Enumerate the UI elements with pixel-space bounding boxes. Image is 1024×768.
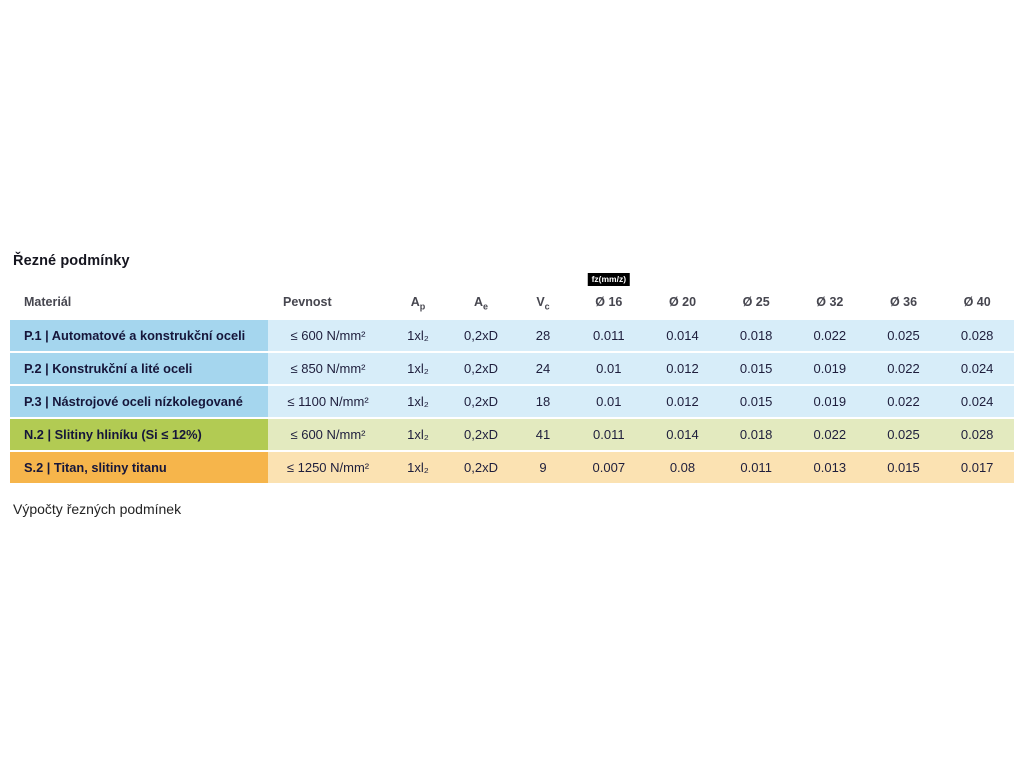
cell-fz-20: 0.014 [645, 419, 720, 450]
cell-pevnost: ≤ 1250 N/mm² [268, 452, 388, 483]
cell-pevnost: ≤ 600 N/mm² [268, 419, 388, 450]
cell-ae: 0,2xD [448, 452, 514, 483]
header-diameter-25: Ø 25 [742, 295, 770, 309]
cell-ap: 1xl₂ [388, 452, 448, 483]
header-diameter-32: Ø 32 [816, 295, 844, 309]
footer-text: Výpočty řezných podmínek [13, 501, 182, 517]
cell-fz-36: 0.015 [866, 452, 941, 483]
page-title: Řezné podmínky [13, 253, 130, 269]
cell-fz-32: 0.022 [792, 419, 867, 450]
cell-material: P.2 | Konstrukční a lité oceli [10, 353, 268, 384]
cell-fz-25: 0.018 [719, 419, 793, 450]
cell-pevnost: ≤ 850 N/mm² [268, 353, 388, 384]
cell-fz-25: 0.015 [719, 386, 793, 417]
cell-fz-40: 0.028 [940, 320, 1014, 351]
cell-fz-36: 0.025 [866, 419, 941, 450]
cell-pevnost: ≤ 600 N/mm² [268, 320, 388, 351]
cell-vc: 24 [514, 353, 572, 384]
header-diameter-40: Ø 40 [963, 295, 991, 309]
cell-vc: 41 [514, 419, 572, 450]
cell-ap: 1xl₂ [388, 320, 448, 351]
cell-material: N.2 | Slitiny hliníku (Si ≤ 12%) [10, 419, 268, 450]
cell-fz-25: 0.018 [719, 320, 793, 351]
table-row-p1: P.1 | Automatové a konstrukční oceli ≤ 6… [10, 320, 1014, 351]
cell-ae: 0,2xD [448, 353, 514, 384]
cell-fz-20: 0.012 [645, 386, 720, 417]
cell-material: S.2 | Titan, slitiny titanu [10, 452, 268, 483]
cell-vc: 9 [514, 452, 572, 483]
cutting-conditions-table: Materiál Pevnost Ap Ae Vc fz(mm/z) Ø 16 … [10, 273, 1014, 483]
header-diameter-20: Ø 20 [668, 295, 697, 309]
header-pevnost: Pevnost [283, 295, 332, 309]
cell-fz-32: 0.019 [792, 386, 867, 417]
cell-pevnost: ≤ 1100 N/mm² [268, 386, 388, 417]
page: Řezné podmínky Materiál Pevnost Ap Ae Vc… [10, 253, 1014, 517]
table-header-row: Materiál Pevnost Ap Ae Vc fz(mm/z) Ø 16 … [10, 273, 1014, 317]
cell-fz-16: 0.011 [572, 419, 646, 450]
cell-ap: 1xl₂ [388, 386, 448, 417]
cell-fz-16: 0.011 [572, 320, 646, 351]
cell-vc: 18 [514, 386, 572, 417]
cell-ap: 1xl₂ [388, 419, 448, 450]
cell-ae: 0,2xD [448, 419, 514, 450]
table-row-n2: N.2 | Slitiny hliníku (Si ≤ 12%) ≤ 600 N… [10, 419, 1014, 450]
cell-fz-36: 0.025 [866, 320, 941, 351]
cell-fz-16: 0.01 [572, 386, 646, 417]
cell-fz-36: 0.022 [866, 386, 941, 417]
cell-fz-36: 0.022 [866, 353, 941, 384]
cell-fz-32: 0.022 [792, 320, 867, 351]
header-diameter-36: Ø 36 [889, 295, 918, 309]
cell-fz-32: 0.019 [792, 353, 867, 384]
cell-material: P.3 | Nástrojové oceli nízkolegované [10, 386, 268, 417]
header-diameter-16: fz(mm/z) Ø 16 [572, 273, 646, 317]
cell-fz-16: 0.01 [572, 353, 646, 384]
cell-fz-20: 0.08 [645, 452, 720, 483]
cell-fz-25: 0.011 [719, 452, 793, 483]
table-row-p3: P.3 | Nástrojové oceli nízkolegované ≤ 1… [10, 386, 1014, 417]
cell-fz-40: 0.028 [940, 419, 1014, 450]
cell-vc: 28 [514, 320, 572, 351]
fz-unit-badge: fz(mm/z) [587, 273, 631, 287]
cell-ae: 0,2xD [448, 320, 514, 351]
cell-fz-25: 0.015 [719, 353, 793, 384]
cell-fz-32: 0.013 [792, 452, 867, 483]
cell-fz-20: 0.014 [645, 320, 720, 351]
cell-fz-16: 0.007 [572, 452, 646, 483]
cell-ap: 1xl₂ [388, 353, 448, 384]
header-diameter-label: Ø 16 [595, 295, 623, 309]
cell-ae: 0,2xD [448, 386, 514, 417]
cell-fz-40: 0.024 [940, 353, 1014, 384]
header-ae: Ae [473, 295, 489, 312]
cell-fz-20: 0.012 [645, 353, 720, 384]
header-ap: Ap [410, 295, 426, 312]
cell-fz-40: 0.017 [940, 452, 1014, 483]
cell-fz-40: 0.024 [940, 386, 1014, 417]
header-vc: Vc [536, 295, 550, 312]
table-row-s2: S.2 | Titan, slitiny titanu ≤ 1250 N/mm²… [10, 452, 1014, 483]
table-row-p2: P.2 | Konstrukční a lité oceli ≤ 850 N/m… [10, 353, 1014, 384]
header-material: Materiál [24, 295, 72, 309]
cell-material: P.1 | Automatové a konstrukční oceli [10, 320, 268, 351]
